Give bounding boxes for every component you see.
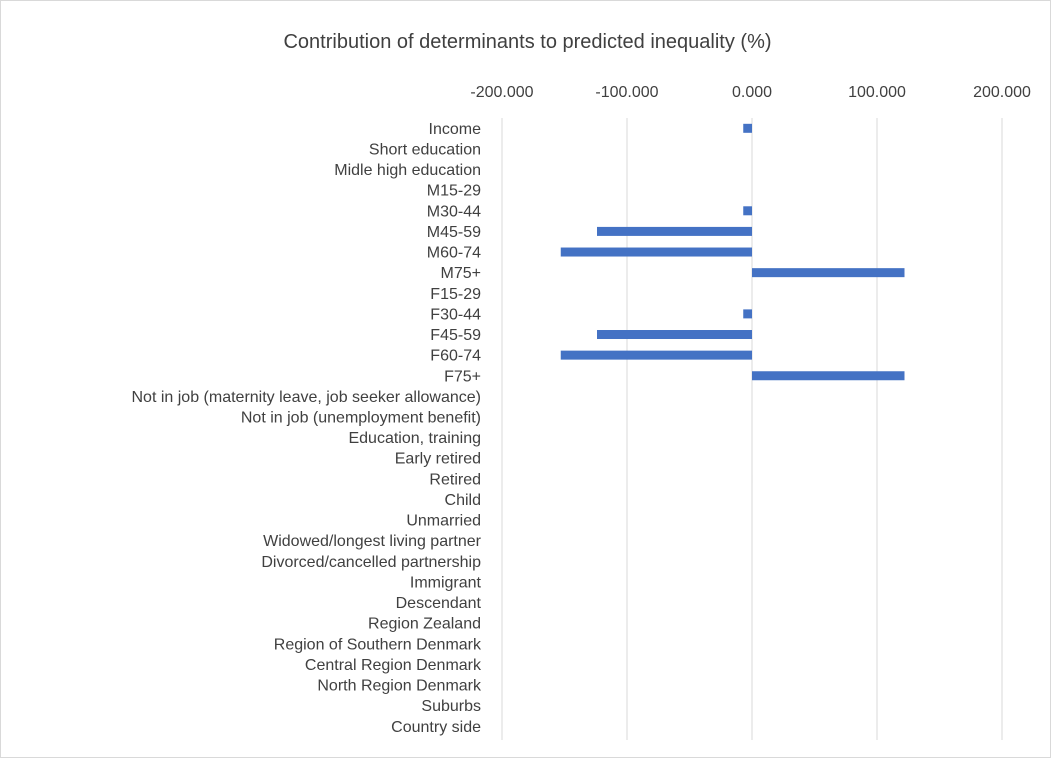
chart-title: Contribution of determinants to predicte… [283,31,772,53]
category-labels: Income Short education Midle high educatio… [132,121,483,736]
bar [743,309,752,319]
bars [560,123,905,484]
category-label: F45-59 [430,327,481,344]
category-label: Not in job (maternity leave, job seeker … [132,389,482,406]
category-label: M60-74 [427,245,481,262]
x-tick-label: 100.000 [848,84,906,101]
category-label: Immigrant [410,574,482,591]
category-label: Descendant [396,595,482,612]
bar [752,474,753,484]
bar [752,268,905,278]
x-tick-label: 0.000 [732,84,772,101]
category-label: Midle high education [334,162,481,179]
x-tick-labels: -200.000 -100.000 0.000 100.000 200.000 [470,84,1031,101]
category-label: F75+ [444,368,481,385]
bar [743,206,752,216]
category-label: M30-44 [427,203,481,220]
category-label: Not in job (unemployment benefit) [241,409,481,426]
category-label: Early retired [395,451,481,468]
x-tick-label: -200.000 [470,84,533,101]
category-label: Income [429,121,482,138]
x-tick-label: 200.000 [973,84,1031,101]
category-label: Child [445,492,481,509]
bar [597,226,752,236]
grid-lines [501,118,1003,740]
category-label: Widowed/longest living partner [263,533,482,550]
bar [560,350,752,360]
x-tick-label: -100.000 [595,84,658,101]
category-label: M15-29 [427,183,481,200]
category-label: M75+ [441,265,481,282]
category-label: Country side [391,719,481,736]
category-label: Education, training [348,430,481,447]
category-label: Short education [369,141,481,158]
category-label: F15-29 [430,286,481,303]
category-label: Region Zealand [368,616,481,633]
category-label: Divorced/cancelled partnership [261,554,481,571]
category-label: North Region Denmark [317,678,482,695]
bar [560,247,752,257]
category-label: Retired [429,471,481,488]
category-label: Unmarried [406,513,481,530]
category-label: Suburbs [421,698,481,715]
bar [743,123,752,133]
category-label: F60-74 [430,348,481,365]
category-label: F30-44 [430,306,481,323]
category-label: M45-59 [427,224,481,241]
category-label: Central Region Denmark [305,657,482,674]
bar [752,371,905,381]
category-label: Region of Southern Denmark [274,636,482,653]
bar [597,330,752,340]
